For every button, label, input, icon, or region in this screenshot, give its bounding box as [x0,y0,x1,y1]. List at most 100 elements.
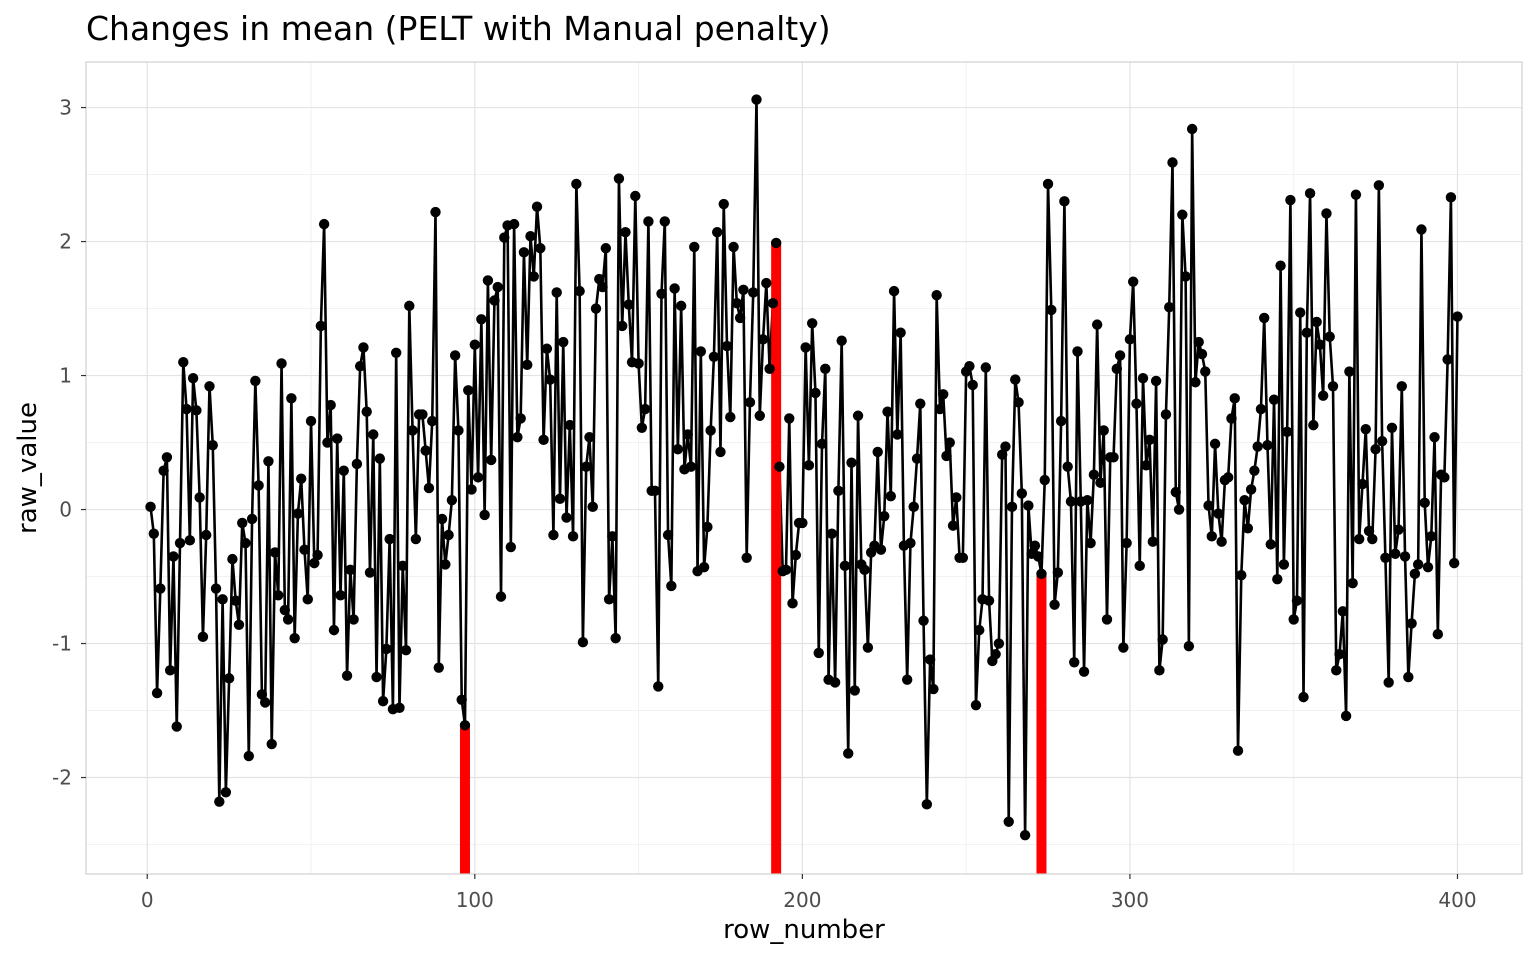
data-point [194,492,205,503]
data-point [361,406,372,417]
data-point [810,387,821,399]
data-point [1249,465,1260,476]
data-point [964,360,975,372]
data-point [1439,472,1450,483]
y-tick-label: 2 [59,230,72,254]
data-point [1046,304,1057,316]
data-point [1399,551,1411,562]
data-point [656,288,667,300]
data-point [1160,409,1172,420]
data-point [1150,375,1162,387]
data-point [882,406,893,417]
data-point [617,320,628,332]
data-point [204,381,215,392]
data-point [299,544,310,555]
plot-panel-border [85,61,1523,875]
data-point [407,425,418,436]
data-point [620,226,631,238]
data-point [1206,531,1218,542]
data-point [390,347,402,358]
data-point [1180,271,1191,282]
data-point [567,531,579,542]
data-point [266,738,277,750]
data-series [149,98,1459,837]
data-point [603,594,615,605]
data-point [829,677,841,688]
data-point [397,560,408,572]
data-point [921,799,933,810]
data-point [934,403,946,415]
data-point [571,178,582,190]
data-point [1419,497,1430,509]
data-point [1281,426,1293,438]
data-point [1376,436,1388,447]
data-point [1295,307,1306,318]
data-point [1317,390,1329,401]
data-point [489,295,500,306]
data-point [318,218,330,230]
data-point [1085,537,1096,549]
data-point [577,636,589,648]
data-point [803,460,815,471]
data-point [610,632,621,644]
data-point [1363,525,1375,537]
data-point [515,413,526,424]
data-point [282,614,294,625]
data-point [639,403,651,415]
data-point [1088,469,1100,480]
data-point [312,549,323,561]
data-point [600,243,612,254]
data-point [836,335,847,346]
data-point [551,287,562,298]
data-point [1291,595,1303,606]
data-point [207,440,218,451]
data-point [253,480,264,491]
data-point [1252,441,1263,452]
data-point [446,494,458,506]
data-point [1098,425,1109,436]
data-point [522,359,533,371]
data-point [1049,599,1060,610]
data-point [951,492,962,503]
data-point [718,198,729,210]
data-point [328,624,340,636]
data-point [374,453,386,464]
data-point [459,720,471,731]
data-point [862,642,874,653]
data-point [1383,677,1394,688]
data-point [309,557,320,569]
data-point [924,654,936,665]
data-point [698,561,710,573]
data-point [505,541,517,553]
y-tick-label: 1 [59,364,72,388]
data-point [220,787,232,798]
data-point [895,327,906,338]
data-point [315,320,327,332]
data-point [1448,557,1460,569]
data-point [456,694,467,706]
data-point [548,529,559,541]
data-point [689,241,700,253]
data-point [721,340,733,352]
data-point [394,702,405,714]
data-point [1331,665,1342,676]
data-point [164,665,176,676]
data-point [1429,431,1440,443]
data-point [1042,178,1054,190]
data-point [1278,559,1290,570]
data-point [1170,486,1181,498]
data-point [846,457,857,468]
data-point [806,318,818,329]
data-point [1127,276,1139,287]
data-point [237,517,248,529]
data-point [1222,472,1234,483]
data-point [990,649,1001,660]
data-point [1409,568,1421,580]
data-point [613,173,625,184]
data-point [1072,346,1083,357]
data-point [1242,523,1254,534]
data-point [296,473,307,484]
data-point [1052,567,1064,578]
data-point [332,433,343,444]
data-point [230,595,241,606]
